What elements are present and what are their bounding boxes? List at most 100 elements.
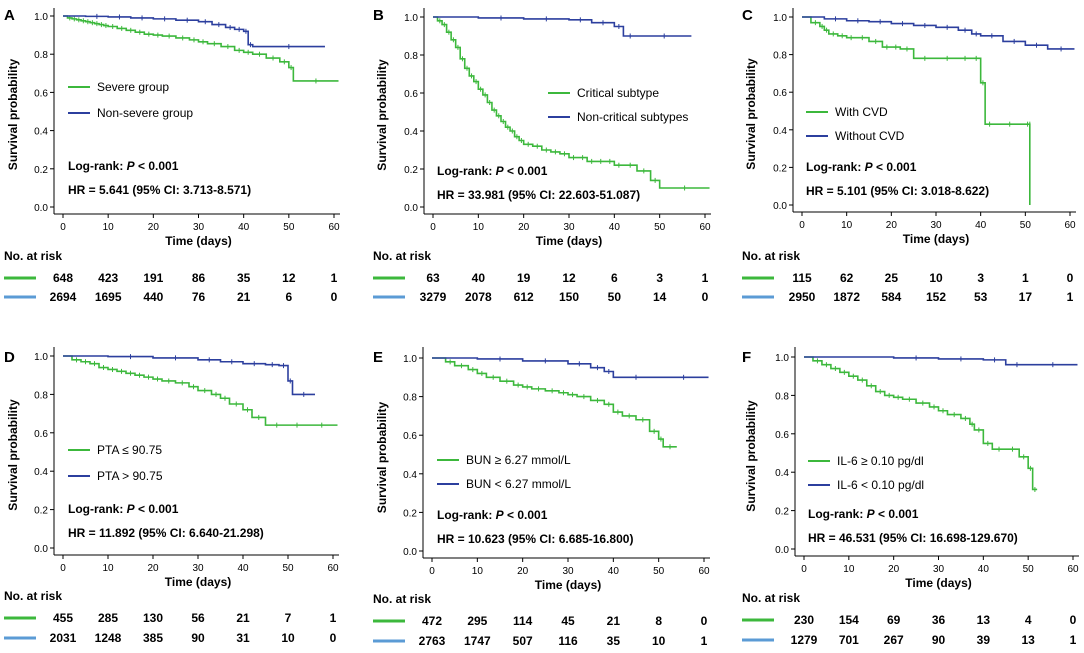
risk-count: 13 bbox=[977, 613, 991, 627]
hr-annotation: HR = 33.981 (95% CI: 22.603-51.087) bbox=[437, 188, 640, 202]
log-rank-annotation: Log-rank: P < 0.001 bbox=[806, 160, 917, 174]
y-tick-label: 0.8 bbox=[773, 51, 787, 62]
x-tick-label: 0 bbox=[429, 566, 435, 577]
y-tick-label: 0.0 bbox=[403, 547, 417, 558]
legend-label: IL-6 < 0.10 pg/dl bbox=[837, 478, 924, 492]
risk-count: 12 bbox=[282, 271, 296, 285]
x-tick-label: 50 bbox=[283, 222, 295, 233]
risk-count: 35 bbox=[607, 634, 621, 648]
log-rank-annotation: Log-rank: P < 0.001 bbox=[808, 507, 919, 521]
risk-count: 191 bbox=[143, 271, 163, 285]
hr-annotation: HR = 5.641 (95% CI: 3.713-8.571) bbox=[68, 183, 251, 197]
x-tick-label: 40 bbox=[608, 566, 620, 577]
censor-marks bbox=[835, 16, 1062, 52]
risk-count: 701 bbox=[839, 633, 859, 647]
risk-count: 3 bbox=[656, 271, 663, 285]
risk-table-title: No. at risk bbox=[4, 589, 62, 603]
log-rank-annotation: Log-rank: P < 0.001 bbox=[68, 159, 179, 173]
risk-count: 2031 bbox=[50, 631, 77, 645]
x-axis-label: Time (days) bbox=[905, 576, 971, 590]
risk-count: 115 bbox=[792, 271, 812, 285]
censor-marks bbox=[130, 354, 305, 397]
risk-count: 86 bbox=[192, 271, 206, 285]
x-tick-label: 60 bbox=[698, 566, 710, 577]
risk-count: 35 bbox=[237, 271, 251, 285]
y-tick-label: 0.6 bbox=[403, 431, 417, 442]
risk-count: 612 bbox=[514, 290, 534, 304]
legend-label: With CVD bbox=[835, 105, 888, 119]
y-tick-label: 0.0 bbox=[34, 203, 48, 214]
risk-count: 6 bbox=[285, 290, 292, 304]
risk-count: 12 bbox=[562, 271, 576, 285]
risk-count: 3279 bbox=[420, 290, 447, 304]
hr-annotation: HR = 46.531 (95% CI: 16.698-129.670) bbox=[808, 531, 1018, 545]
y-axis-label: Survival probability bbox=[744, 58, 758, 170]
y-axis-label: Survival probability bbox=[6, 58, 20, 170]
x-tick-label: 10 bbox=[102, 563, 114, 574]
panel-letter: D bbox=[4, 349, 15, 366]
censor-marks bbox=[449, 359, 671, 450]
risk-count: 1 bbox=[331, 271, 338, 285]
risk-count: 69 bbox=[887, 613, 901, 627]
risk-count: 2950 bbox=[789, 290, 816, 304]
x-tick-label: 10 bbox=[472, 566, 484, 577]
risk-count: 472 bbox=[422, 614, 442, 628]
x-tick-label: 60 bbox=[1067, 564, 1079, 575]
risk-count: 36 bbox=[932, 613, 946, 627]
panel-letter: B bbox=[373, 7, 384, 24]
x-tick-label: 20 bbox=[518, 222, 530, 233]
legend-label: BUN ≥ 6.27 mmol/L bbox=[466, 453, 571, 467]
risk-count: 19 bbox=[517, 271, 531, 285]
x-tick-label: 0 bbox=[801, 564, 807, 575]
risk-count: 1279 bbox=[791, 633, 818, 647]
risk-table-title: No. at risk bbox=[742, 249, 800, 263]
y-tick-label: 0.6 bbox=[34, 88, 48, 99]
x-tick-label: 40 bbox=[238, 222, 250, 233]
y-tick-label: 1.0 bbox=[773, 13, 787, 24]
y-tick-label: 0.4 bbox=[773, 126, 787, 137]
y-tick-label: 0.2 bbox=[34, 506, 48, 517]
y-axis-label: Survival probability bbox=[375, 401, 389, 513]
risk-count: 62 bbox=[840, 271, 854, 285]
risk-count: 1 bbox=[1070, 633, 1077, 647]
legend-label: PTA ≤ 90.75 bbox=[97, 443, 162, 457]
series-line-blue bbox=[433, 16, 692, 37]
y-tick-label: 0.0 bbox=[775, 545, 789, 556]
y-tick-label: 0.2 bbox=[404, 165, 418, 176]
risk-count: 152 bbox=[926, 290, 946, 304]
risk-count: 507 bbox=[513, 634, 533, 648]
risk-table-title: No. at risk bbox=[373, 249, 431, 263]
x-tick-label: 50 bbox=[1020, 220, 1032, 231]
x-tick-label: 50 bbox=[653, 566, 665, 577]
y-tick-label: 0.6 bbox=[773, 88, 787, 99]
y-tick-label: 0.8 bbox=[403, 393, 417, 404]
risk-count: 76 bbox=[192, 290, 206, 304]
x-axis-label: Time (days) bbox=[903, 232, 969, 246]
x-tick-label: 0 bbox=[60, 563, 66, 574]
legend-label: Non-severe group bbox=[97, 106, 193, 120]
risk-table-title: No. at risk bbox=[4, 249, 62, 263]
panel-letter: F bbox=[742, 349, 751, 366]
risk-count: 150 bbox=[559, 290, 579, 304]
censor-marks bbox=[499, 356, 685, 380]
risk-table: No. at risk 455 285 130 56 21 7 1 2031 1248 385 90 3… bbox=[4, 589, 337, 645]
panel-letter: A bbox=[4, 7, 15, 24]
y-tick-label: 0.2 bbox=[403, 508, 417, 519]
risk-count: 21 bbox=[236, 611, 250, 625]
risk-count: 10 bbox=[652, 634, 666, 648]
series-line-blue bbox=[63, 355, 315, 396]
y-tick-label: 0.8 bbox=[404, 51, 418, 62]
legend-label: PTA > 90.75 bbox=[97, 469, 163, 483]
x-axis-label: Time (days) bbox=[165, 234, 231, 248]
risk-count: 1695 bbox=[95, 290, 122, 304]
hr-annotation: HR = 10.623 (95% CI: 6.685-16.800) bbox=[437, 532, 633, 546]
x-tick-label: 40 bbox=[609, 222, 621, 233]
x-tick-label: 60 bbox=[1064, 220, 1076, 231]
x-tick-label: 0 bbox=[799, 220, 805, 231]
y-tick-label: 1.0 bbox=[775, 353, 789, 364]
panel-letter: C bbox=[742, 7, 753, 24]
